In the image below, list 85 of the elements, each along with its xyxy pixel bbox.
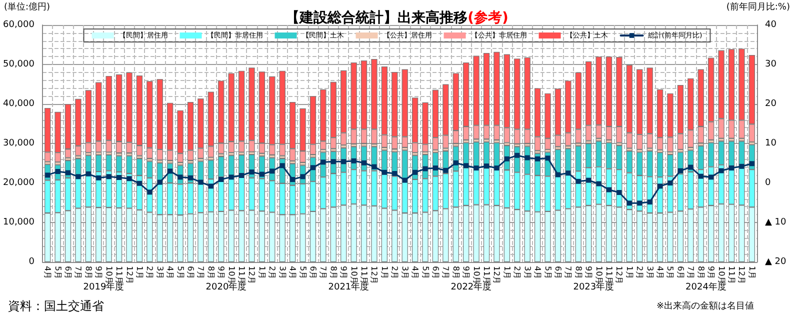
x-tick-label: 6月 [676, 266, 685, 280]
y-tick-label: 0 [28, 257, 35, 267]
x-tick-label: 4月 [410, 266, 420, 280]
x-tick-label: 1月 [380, 266, 389, 280]
y-tick-label: 50,000 [2, 60, 35, 70]
x-tick-label: 7月 [74, 266, 83, 280]
text: 2022年度 [450, 282, 492, 292]
x-tick-label: 9月 [584, 266, 594, 280]
text: ※出来高の金額は名目値 [656, 300, 754, 312]
y2-axis-title: (前年同月比:%) [726, 2, 790, 12]
x-tick-label: 3月 [155, 266, 164, 280]
x-tick-label: 7月 [318, 266, 328, 280]
x-tick-label: 2月 [268, 266, 277, 280]
x-tick-label: 6月 [64, 266, 73, 280]
x-tick-label: 8月 [451, 266, 460, 280]
y2-tick-label: ▲ 10 [765, 218, 787, 228]
y2-tick-label: 20 [765, 99, 777, 109]
x-tick-label: 3月 [645, 266, 654, 280]
x-tick-label: 12月 [737, 266, 746, 284]
x-tick-label: 4月 [533, 266, 542, 280]
x-tick-label: 4月 [288, 266, 298, 280]
x-tick-label: 1月 [747, 266, 756, 280]
y-tick-label: 10,000 [2, 218, 35, 228]
x-tick-label: 12月 [370, 266, 379, 284]
x-tick-label: 8月 [84, 266, 93, 280]
x-tick-label: 8月 [206, 266, 216, 280]
x-tick-label: 5月 [298, 266, 308, 280]
y-tick-label: 60,000 [2, 20, 35, 30]
x-tick-label: 12月 [124, 266, 134, 284]
x-tick-label: 1月 [624, 266, 634, 280]
x-tick-label: 11月 [726, 266, 736, 284]
x-tick-label: 8月 [328, 266, 338, 280]
x-tick-label: 4月 [43, 266, 52, 280]
y2-tick-label: 10 [765, 138, 777, 148]
chart-title: 【建設総合統計】出来高推移 [286, 9, 468, 26]
x-tick-label: 6月 [430, 266, 440, 280]
x-tick-label: 3月 [522, 266, 532, 280]
x-tick-label: 9月 [216, 266, 226, 280]
text: 資料：国土交通省 [8, 299, 104, 313]
y2-tick-label: 40 [765, 20, 777, 30]
y-tick-label: 20,000 [2, 178, 35, 188]
x-tick-label: 9月 [462, 266, 471, 280]
y-axis-title: (単位:億円) [4, 2, 50, 12]
text: 2019年度 [83, 282, 124, 292]
x-tick-label: 6月 [186, 266, 195, 280]
x-tick-label: 4月 [166, 266, 175, 280]
x-tick-label: 5月 [420, 266, 430, 280]
x-tick-label: 9月 [706, 266, 716, 280]
x-tick-label: 3月 [278, 266, 287, 280]
x-tick-label: 7月 [441, 266, 450, 280]
x-tick-label: 5月 [666, 266, 675, 280]
x-tick-label: 1月 [502, 266, 512, 280]
x-tick-label: 1月 [134, 266, 144, 280]
x-tick-label: 2月 [635, 266, 644, 280]
x-tick-label: 7月 [686, 266, 696, 280]
x-tick-label: 3月 [400, 266, 410, 280]
y2-tick-label: 0 [765, 178, 771, 188]
x-tick-label: 12月 [614, 266, 624, 284]
x-tick-label: 12月 [247, 266, 256, 284]
chart-subtitle: (参考) [468, 9, 508, 26]
x-tick-label: 12月 [492, 266, 502, 284]
text: 2023年度 [573, 282, 614, 292]
x-tick-label: 1月 [257, 266, 266, 280]
x-tick-label: 8月 [696, 266, 706, 280]
text: 2020年度 [206, 282, 247, 292]
x-tick-label: 8月 [574, 266, 583, 280]
x-tick-label: 6月 [308, 266, 318, 280]
y-tick-label: 30,000 [2, 138, 35, 148]
x-tick-label: 7月 [196, 266, 206, 280]
x-tick-label: 9月 [339, 266, 348, 280]
x-tick-label: 5月 [176, 266, 185, 280]
x-tick-label: 7月 [564, 266, 573, 280]
x-tick-label: 2月 [512, 266, 522, 280]
x-tick-label: 2月 [390, 266, 400, 280]
x-tick-label: 5月 [543, 266, 552, 280]
x-tick-label: 9月 [94, 266, 104, 280]
y2-tick-label: ▲ 20 [765, 257, 787, 267]
x-tick-label: 4月 [656, 266, 665, 280]
x-tick-label: 5月 [53, 266, 62, 280]
y-tick-label: 40,000 [2, 99, 35, 109]
x-tick-label: 6月 [553, 266, 562, 280]
text: 2021年度 [328, 282, 370, 292]
y2-tick-label: 30 [765, 60, 777, 70]
text: 2024年度 [686, 282, 726, 292]
x-tick-label: 2月 [145, 266, 154, 280]
